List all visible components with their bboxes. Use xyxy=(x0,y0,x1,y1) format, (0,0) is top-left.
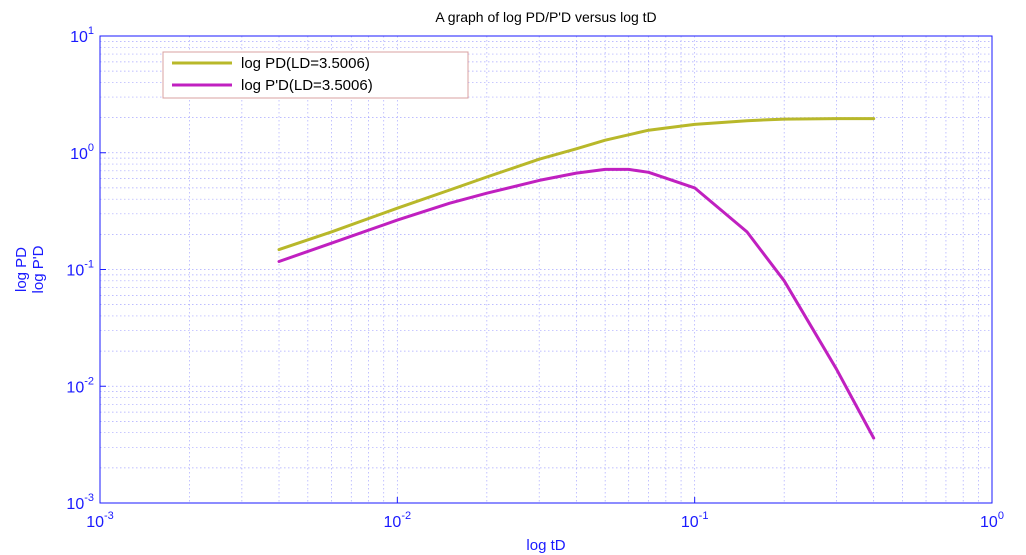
y-tick-label: 10-3 xyxy=(66,492,94,513)
ticks: 10-3 10-2 10-1 100 10-3 10-2 10-1 100 101 xyxy=(66,25,1004,531)
x-axis-label: log tD xyxy=(526,537,565,554)
legend-label-pd: log PD(LD=3.5006) xyxy=(241,55,370,72)
y-tick-label: 101 xyxy=(70,25,94,46)
y-tick-label: 100 xyxy=(70,142,94,163)
series-group xyxy=(277,117,876,440)
y-axis-label-line-2: log P'D xyxy=(30,245,47,293)
x-tick-label: 10-2 xyxy=(384,510,412,531)
series-line-0 xyxy=(277,117,876,252)
chart-title: A graph of log PD/P'D versus log tD xyxy=(435,9,656,25)
legend-label-pprime-d: log P'D(LD=3.5006) xyxy=(241,77,373,94)
y-tick-label: 10-2 xyxy=(66,375,94,396)
series-line-1 xyxy=(277,167,876,440)
grid xyxy=(99,36,992,504)
legend: log PD(LD=3.5006) log P'D(LD=3.5006) xyxy=(162,51,469,99)
x-tick-label: 100 xyxy=(980,510,1004,531)
legend-box xyxy=(162,51,469,99)
plot-frame xyxy=(99,35,993,504)
y-axis-label-line-1: log PD xyxy=(13,247,30,292)
y-tick-label: 10-1 xyxy=(66,259,94,280)
x-tick-label: 10-1 xyxy=(681,510,709,531)
x-tick-label: 10-3 xyxy=(86,510,114,531)
